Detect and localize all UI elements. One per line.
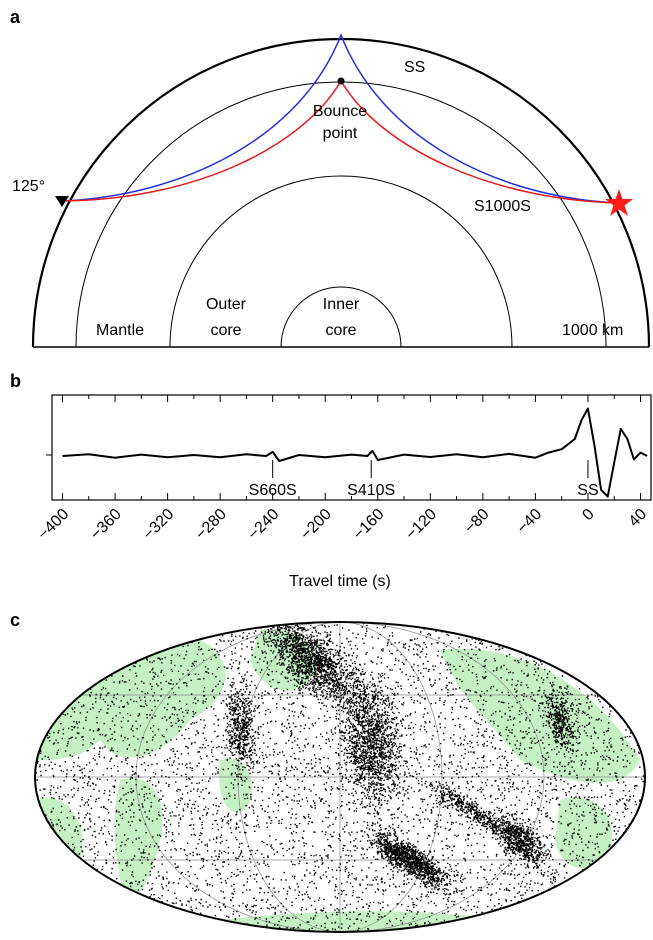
bounce-point xyxy=(337,77,345,85)
ss-label: SS xyxy=(404,59,425,76)
s1000s-label: S1000S xyxy=(474,198,531,215)
panel-c: c xyxy=(10,610,646,933)
bounce-label: point xyxy=(323,125,358,142)
x-tick-label: −40 xyxy=(514,506,545,537)
x-tick-label: −240 xyxy=(245,506,283,544)
mantle-label: Mantle xyxy=(96,322,144,339)
map-border xyxy=(34,621,646,933)
panel-label: c xyxy=(10,610,20,630)
x-tick-label: −320 xyxy=(140,506,178,544)
depth-label: 1000 km xyxy=(562,322,623,339)
x-tick-label: −400 xyxy=(35,506,73,544)
bounce-label: Bounce xyxy=(313,103,367,120)
ss-ray xyxy=(61,32,620,204)
x-axis-label: Travel time (s) xyxy=(289,573,391,590)
panel-b: b Travel time (s) −400 −360 −320 −280 −240 −2… xyxy=(10,371,652,590)
x-tick-label: 40 xyxy=(626,506,651,531)
bounce-points xyxy=(35,622,645,932)
inner-core-label: Inner xyxy=(323,296,360,313)
panel-label: a xyxy=(10,7,21,27)
station xyxy=(55,196,69,207)
x-tick-label: 0 xyxy=(579,506,597,524)
panel-label: b xyxy=(10,371,21,391)
outer-core-label: core xyxy=(210,322,241,339)
outer-core-label: Outer xyxy=(206,296,247,313)
phase-label: SS xyxy=(577,482,598,499)
distance-label: 125° xyxy=(12,178,45,195)
panel-a: a SS Bounce point 125° S1000S Mantle Out… xyxy=(10,7,651,348)
x-tick-label: −120 xyxy=(403,506,441,544)
x-tick-label: −280 xyxy=(192,506,230,544)
waveform xyxy=(62,407,648,498)
phase-label: S660S xyxy=(249,482,297,499)
earthquake xyxy=(605,189,633,216)
x-tick-label: −160 xyxy=(350,506,388,544)
inner-core-label: core xyxy=(325,322,356,339)
outer-core-circle xyxy=(169,175,513,348)
inner-core-circle xyxy=(280,286,402,348)
x-tick-label: −360 xyxy=(87,506,125,544)
x-tick-label: −80 xyxy=(461,506,492,537)
x-tick-label: −200 xyxy=(298,506,336,544)
phase-label: S410S xyxy=(347,482,395,499)
